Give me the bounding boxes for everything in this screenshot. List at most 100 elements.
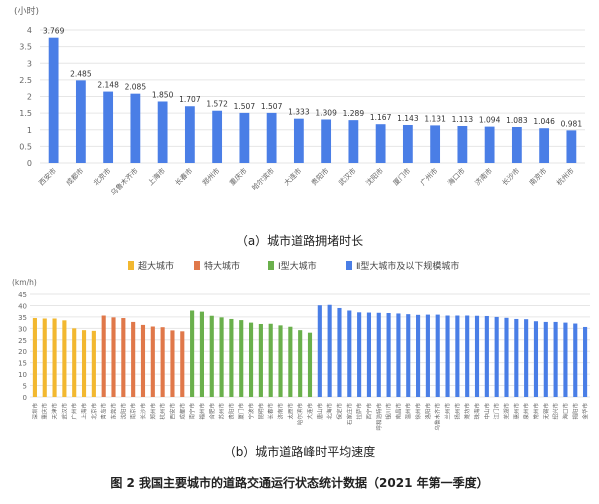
x-tick-label: 深圳市 (31, 403, 39, 420)
data-label: 1.083 (506, 116, 528, 125)
bar (465, 315, 470, 397)
x-tick-label: 乌鲁木齐市 (109, 166, 140, 197)
x-tick-label: 宁波市 (247, 403, 255, 420)
legend-label: Ⅰ型大城市 (278, 260, 317, 272)
x-tick-label: 大连市 (306, 403, 314, 420)
bar (52, 318, 57, 397)
x-tick-label: 北海市 (326, 403, 334, 420)
data-label: 1.113 (452, 115, 474, 124)
bar (32, 318, 37, 397)
legend-swatch (268, 261, 274, 270)
data-label: 2.085 (125, 83, 147, 92)
bar (455, 315, 460, 397)
y-tick-label: 4 (27, 26, 32, 35)
bar (248, 322, 254, 397)
x-tick-label: 洛阳市 (424, 403, 432, 420)
y-tick-label: 10 (18, 371, 27, 379)
bar (583, 326, 588, 397)
x-tick-label: 武汉市 (337, 166, 358, 187)
chart-a-caption: （a）城市道路拥堵时长 (235, 234, 364, 248)
bar (48, 37, 59, 163)
y-tick-label: 5 (23, 383, 27, 391)
y-tick-label: 3.5 (19, 43, 32, 52)
x-tick-label: 沈阳市 (364, 166, 385, 187)
x-tick-label: 石家庄市 (345, 403, 353, 426)
bar (430, 125, 441, 163)
bar (91, 330, 96, 397)
bar (184, 106, 195, 163)
bar (511, 126, 522, 163)
bar (425, 314, 430, 397)
bar (402, 124, 413, 163)
bar (42, 318, 47, 397)
bar (229, 318, 234, 397)
bar (150, 326, 155, 397)
x-tick-label: 上海市 (146, 166, 167, 187)
y-tick-label: 35 (18, 314, 27, 322)
bar (209, 315, 214, 397)
bar (474, 315, 480, 397)
legend-label: 特大城市 (204, 260, 240, 272)
x-tick-label: 长沙市 (500, 166, 521, 187)
bar (484, 315, 489, 397)
figure-caption: 图 2 我国主要城市的道路交通运行状态统计数据（2021 年第一季度） (110, 476, 489, 490)
bar (357, 312, 362, 397)
y-tick-label: 0.5 (19, 142, 32, 151)
bar (539, 128, 550, 163)
x-tick-label: 西宁市 (365, 403, 373, 420)
bar (386, 312, 391, 397)
bar (563, 322, 568, 397)
y-tick-label: 0 (23, 394, 27, 402)
bar (543, 321, 548, 397)
x-tick-label: 杭州市 (555, 166, 576, 187)
bar (239, 320, 244, 397)
x-tick-label: 济南市 (473, 166, 494, 187)
x-tick-label: 太原市 (286, 403, 294, 420)
data-label: 2.485 (70, 69, 92, 78)
data-label: 1.167 (370, 113, 392, 122)
x-tick-label: 西安市 (168, 403, 176, 420)
x-tick-label: 厦门市 (237, 403, 245, 420)
legend-swatch (128, 261, 134, 270)
bar (445, 315, 450, 397)
bar (553, 321, 558, 397)
x-tick-label: 杭州市 (159, 403, 167, 420)
x-tick-label: 无锡市 (542, 403, 550, 420)
x-tick-label: 金华市 (581, 403, 589, 420)
x-tick-label: 珠海市 (473, 403, 481, 420)
bar (111, 317, 116, 397)
x-tick-label: 银川市 (385, 403, 393, 420)
x-tick-label: 江门市 (493, 403, 501, 420)
chart-a-congestion-duration: (小时) 0 0.5 1 1.5 2 2.5 3 3.5 4 3.769 西安市 2.485 成都市 2.1… (14, 5, 585, 197)
x-tick-label: 上海市 (80, 403, 88, 420)
x-tick-label: 西安市 (37, 166, 58, 187)
bar (180, 331, 185, 397)
x-tick-label: 哈尔滨市 (296, 403, 304, 426)
bar (288, 326, 293, 397)
x-tick-label: 长沙市 (139, 403, 147, 420)
x-tick-label: 南宁市 (188, 403, 196, 420)
x-tick-label: 保定市 (335, 403, 343, 420)
x-tick-label: 揭阳市 (571, 403, 579, 420)
bar (170, 330, 175, 397)
y-tick-label: 2 (27, 93, 32, 102)
data-label: 1.131 (424, 114, 446, 123)
data-label: 0.981 (561, 119, 583, 128)
x-tick-label: 天津市 (51, 403, 59, 420)
bar (347, 310, 352, 397)
bar (62, 320, 67, 397)
bar (199, 311, 204, 397)
bar (130, 93, 141, 163)
x-tick-label: 南京市 (527, 166, 548, 187)
x-tick-label: 贵阳市 (309, 166, 330, 187)
y-tick-label: 3 (27, 59, 32, 68)
x-tick-label: 扬州市 (453, 403, 461, 420)
x-tick-label: 南京市 (129, 403, 137, 420)
x-tick-label: 乌鲁木齐市 (434, 403, 442, 431)
y-tick-label: 1 (27, 126, 32, 135)
y-tick-label: 0 (27, 159, 32, 168)
x-tick-label: 广州市 (70, 403, 78, 420)
bar (307, 332, 313, 397)
bar (366, 312, 372, 397)
